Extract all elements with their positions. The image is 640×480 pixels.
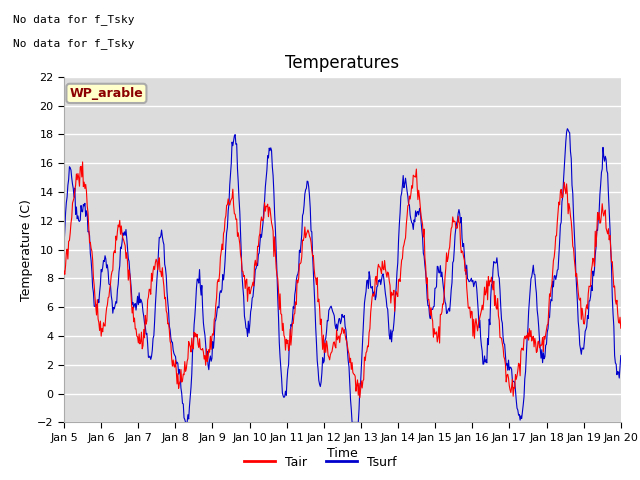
X-axis label: Time: Time — [327, 447, 358, 460]
Text: WP_arable: WP_arable — [70, 87, 143, 100]
Legend: Tair, Tsurf: Tair, Tsurf — [239, 451, 401, 474]
Text: No data for f_Tsky: No data for f_Tsky — [13, 14, 134, 25]
Title: Temperatures: Temperatures — [285, 54, 399, 72]
Y-axis label: Temperature (C): Temperature (C) — [20, 199, 33, 300]
Text: No data for f_Tsky: No data for f_Tsky — [13, 38, 134, 49]
